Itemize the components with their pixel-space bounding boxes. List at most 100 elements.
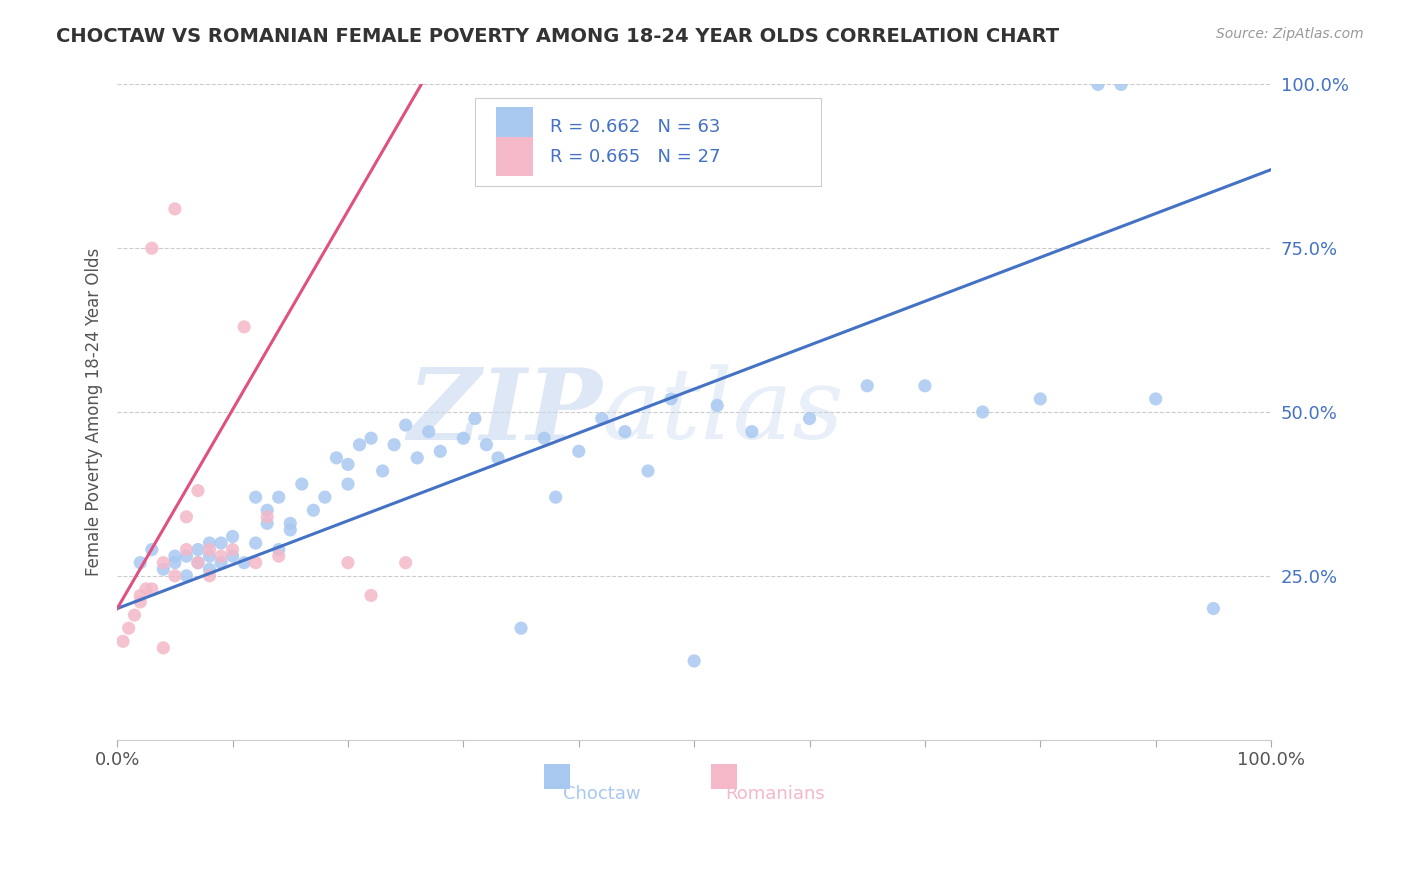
Point xyxy=(395,418,418,433)
Point xyxy=(233,319,256,334)
Point xyxy=(198,542,221,557)
Point xyxy=(336,458,359,472)
Point xyxy=(176,509,198,524)
Text: Romanians: Romanians xyxy=(725,786,825,804)
Point xyxy=(187,542,209,557)
Point xyxy=(111,634,134,648)
Point xyxy=(176,568,198,582)
Point xyxy=(395,556,418,570)
Point xyxy=(302,503,325,517)
Text: ZIP: ZIP xyxy=(406,364,602,460)
Point xyxy=(1109,78,1132,92)
Point xyxy=(349,438,371,452)
Text: Choctaw: Choctaw xyxy=(562,786,641,804)
Point xyxy=(245,556,267,570)
Point xyxy=(486,450,509,465)
Point xyxy=(799,411,821,425)
Point xyxy=(187,556,209,570)
Point xyxy=(176,549,198,563)
Point xyxy=(382,438,405,452)
Point xyxy=(291,477,314,491)
Point xyxy=(856,379,879,393)
Point xyxy=(198,568,221,582)
Point xyxy=(453,431,475,445)
Point xyxy=(233,556,256,570)
Point xyxy=(152,562,174,576)
Text: atlas: atlas xyxy=(602,364,845,459)
Point xyxy=(914,379,936,393)
Point xyxy=(245,490,267,504)
Point xyxy=(245,536,267,550)
Point xyxy=(568,444,591,458)
Point xyxy=(591,411,613,425)
Point xyxy=(152,556,174,570)
Point xyxy=(475,438,498,452)
Point xyxy=(187,483,209,498)
Point xyxy=(256,503,278,517)
Point xyxy=(209,536,232,550)
Point xyxy=(406,450,429,465)
Point xyxy=(533,431,555,445)
Point xyxy=(360,589,382,603)
Point xyxy=(221,542,243,557)
Point xyxy=(163,568,186,582)
Point xyxy=(267,542,290,557)
Point xyxy=(221,549,243,563)
Point xyxy=(659,392,682,406)
Point xyxy=(198,549,221,563)
FancyBboxPatch shape xyxy=(475,97,821,186)
Point xyxy=(256,516,278,531)
Point xyxy=(360,431,382,445)
Point xyxy=(267,549,290,563)
Point xyxy=(741,425,763,439)
Point xyxy=(129,556,152,570)
Point xyxy=(278,523,301,537)
Point xyxy=(198,536,221,550)
Point xyxy=(314,490,336,504)
Point xyxy=(187,556,209,570)
Point xyxy=(336,556,359,570)
Point xyxy=(209,549,232,563)
Point xyxy=(124,608,146,623)
Point xyxy=(1202,601,1225,615)
Point xyxy=(371,464,394,478)
Point xyxy=(163,556,186,570)
FancyBboxPatch shape xyxy=(544,764,569,789)
Text: CHOCTAW VS ROMANIAN FEMALE POVERTY AMONG 18-24 YEAR OLDS CORRELATION CHART: CHOCTAW VS ROMANIAN FEMALE POVERTY AMONG… xyxy=(56,27,1059,45)
Point xyxy=(278,516,301,531)
FancyBboxPatch shape xyxy=(711,764,737,789)
Point xyxy=(129,589,152,603)
Text: Source: ZipAtlas.com: Source: ZipAtlas.com xyxy=(1216,27,1364,41)
Point xyxy=(972,405,994,419)
Point xyxy=(163,549,186,563)
Point xyxy=(325,450,347,465)
Text: R = 0.665   N = 27: R = 0.665 N = 27 xyxy=(550,147,720,166)
Point xyxy=(464,411,486,425)
Point xyxy=(544,490,567,504)
Text: R = 0.662   N = 63: R = 0.662 N = 63 xyxy=(550,118,720,136)
Point xyxy=(1029,392,1052,406)
Point xyxy=(209,556,232,570)
FancyBboxPatch shape xyxy=(496,107,533,146)
Point xyxy=(163,202,186,216)
Point xyxy=(267,490,290,504)
Point xyxy=(141,241,163,255)
Point xyxy=(198,562,221,576)
Point xyxy=(135,582,157,596)
Point xyxy=(1087,78,1109,92)
Point xyxy=(1144,392,1167,406)
Point xyxy=(336,477,359,491)
FancyBboxPatch shape xyxy=(496,136,533,176)
Point xyxy=(221,529,243,543)
Point xyxy=(152,640,174,655)
Point xyxy=(683,654,706,668)
Point xyxy=(141,542,163,557)
Point xyxy=(418,425,440,439)
Point xyxy=(141,582,163,596)
Point xyxy=(510,621,533,635)
Point xyxy=(706,399,728,413)
Point xyxy=(256,509,278,524)
Point xyxy=(176,542,198,557)
Y-axis label: Female Poverty Among 18-24 Year Olds: Female Poverty Among 18-24 Year Olds xyxy=(86,248,103,576)
Point xyxy=(637,464,659,478)
